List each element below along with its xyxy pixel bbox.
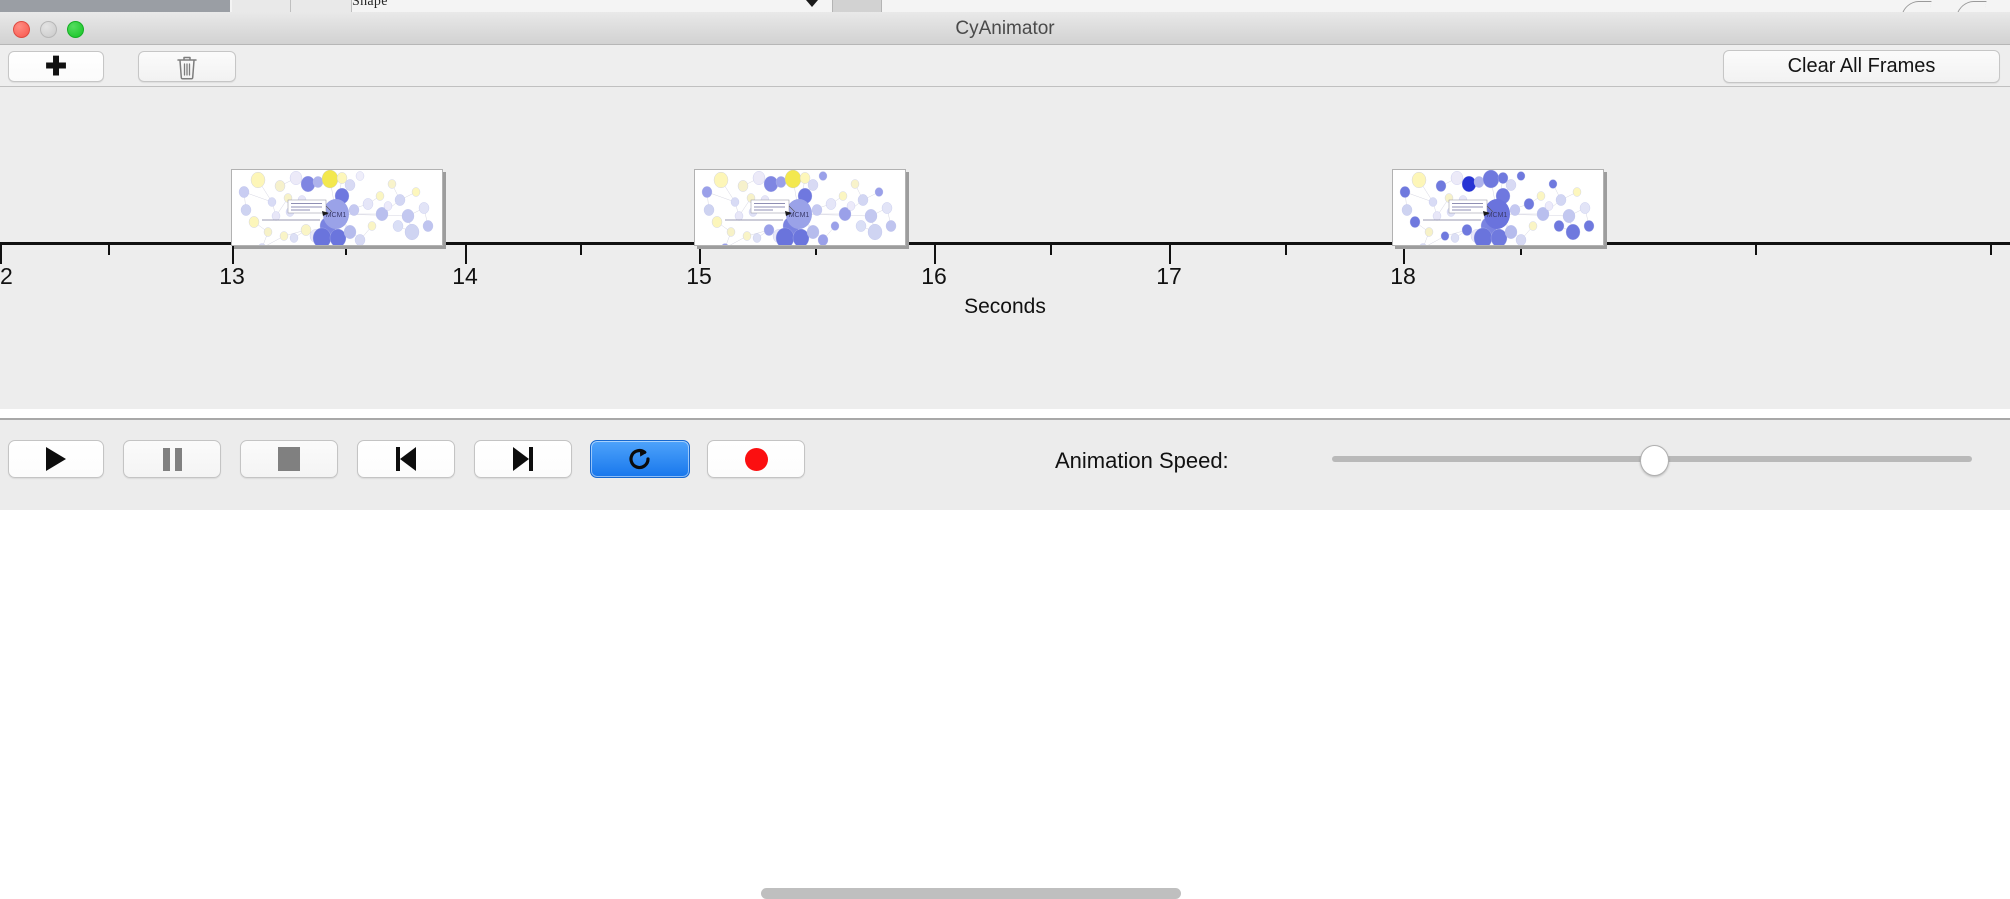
axis-tick-major (232, 245, 234, 264)
animation-speed-label: Animation Speed: (1055, 448, 1229, 473)
axis-tick-label: 12 (0, 263, 13, 289)
axis-title: Seconds (964, 295, 1046, 318)
svg-text:MCM1: MCM1 (789, 212, 810, 219)
axis-tick-minor (1990, 245, 1992, 255)
play-button[interactable] (8, 440, 104, 478)
pause-icon (162, 447, 182, 471)
axis-tick-label: 17 (1156, 263, 1182, 289)
axis-tick-minor (1520, 245, 1522, 255)
minimize-button[interactable] (40, 21, 57, 38)
traffic-lights (13, 21, 84, 38)
skip-to-end-icon (513, 447, 533, 471)
animation-speed-slider[interactable] (1332, 445, 1972, 476)
animation-speed-slider-thumb[interactable] (1640, 445, 1669, 476)
delete-frame-button[interactable] (138, 51, 236, 82)
axis-tick-major (465, 245, 467, 264)
timeline-scrollbar-thumb[interactable] (761, 888, 1181, 899)
axis-tick-label: 18 (1390, 263, 1416, 289)
background-caret-icon (806, 0, 818, 7)
stop-button[interactable] (240, 440, 338, 478)
skip-start-button[interactable] (357, 440, 455, 478)
timeline-panel[interactable]: Seconds 12 13 14 15 16 17 18 MCM1 MCM1 MCM1 (0, 87, 2010, 899)
axis-tick-label: 15 (686, 263, 712, 289)
background-chip (832, 0, 882, 12)
titlebar: CyAnimator (0, 12, 2010, 45)
axis-tick-minor (1755, 245, 1757, 255)
loop-button[interactable] (590, 440, 690, 478)
frame-thumbnail-2[interactable]: MCM1 (694, 169, 906, 246)
record-button[interactable] (707, 440, 805, 478)
axis-tick-minor (108, 245, 110, 255)
svg-text:MCM1: MCM1 (1487, 212, 1508, 219)
axis-tick-major (0, 245, 2, 264)
network-graph: MCM1 (232, 170, 442, 245)
record-icon (744, 447, 768, 471)
background-window-titlebar (0, 0, 230, 12)
skip-end-button[interactable] (474, 440, 572, 478)
axis-tick-major (934, 245, 936, 264)
frame-thumbnail-3[interactable]: MCM1 (1392, 169, 1604, 246)
zoom-button[interactable] (67, 21, 84, 38)
axis-tick-major (1403, 245, 1405, 264)
clear-all-frames-button[interactable]: Clear All Frames (1723, 50, 2000, 83)
axis-tick-minor (345, 245, 347, 255)
axis-tick-major (699, 245, 701, 264)
timeline-content: Seconds 12 13 14 15 16 17 18 MCM1 MCM1 MCM1 (0, 87, 2010, 409)
axis-tick-label: 14 (452, 263, 478, 289)
skip-to-start-icon (396, 447, 416, 471)
timeline-axis (0, 242, 2010, 245)
window-title: CyAnimator (955, 18, 1055, 39)
axis-tick-label: 13 (219, 263, 245, 289)
toolbar: ✚ Clear All Frames (0, 45, 2010, 87)
axis-tick-label: 16 (921, 263, 947, 289)
background-tab (232, 0, 291, 12)
close-button[interactable] (13, 21, 30, 38)
axis-tick-minor (1050, 245, 1052, 255)
svg-text:MCM1: MCM1 (326, 212, 347, 219)
stop-icon (278, 447, 300, 471)
loop-icon (629, 448, 650, 470)
play-icon (46, 447, 66, 471)
frame-thumbnail-1[interactable]: MCM1 (231, 169, 443, 246)
axis-tick-major (1169, 245, 1171, 264)
background-tab (291, 0, 352, 12)
add-frame-button[interactable]: ✚ (8, 51, 104, 82)
network-graph: MCM1 (695, 170, 905, 245)
background-window-label: Shape (352, 0, 388, 9)
trash-icon (177, 56, 197, 80)
axis-tick-minor (580, 245, 582, 255)
axis-tick-minor (815, 245, 817, 255)
plus-icon: ✚ (45, 50, 67, 81)
axis-tick-minor (1285, 245, 1287, 255)
network-graph: MCM1 (1393, 170, 1603, 245)
pause-button[interactable] (123, 440, 221, 478)
playback-controls: Animation Speed: (0, 418, 2010, 510)
